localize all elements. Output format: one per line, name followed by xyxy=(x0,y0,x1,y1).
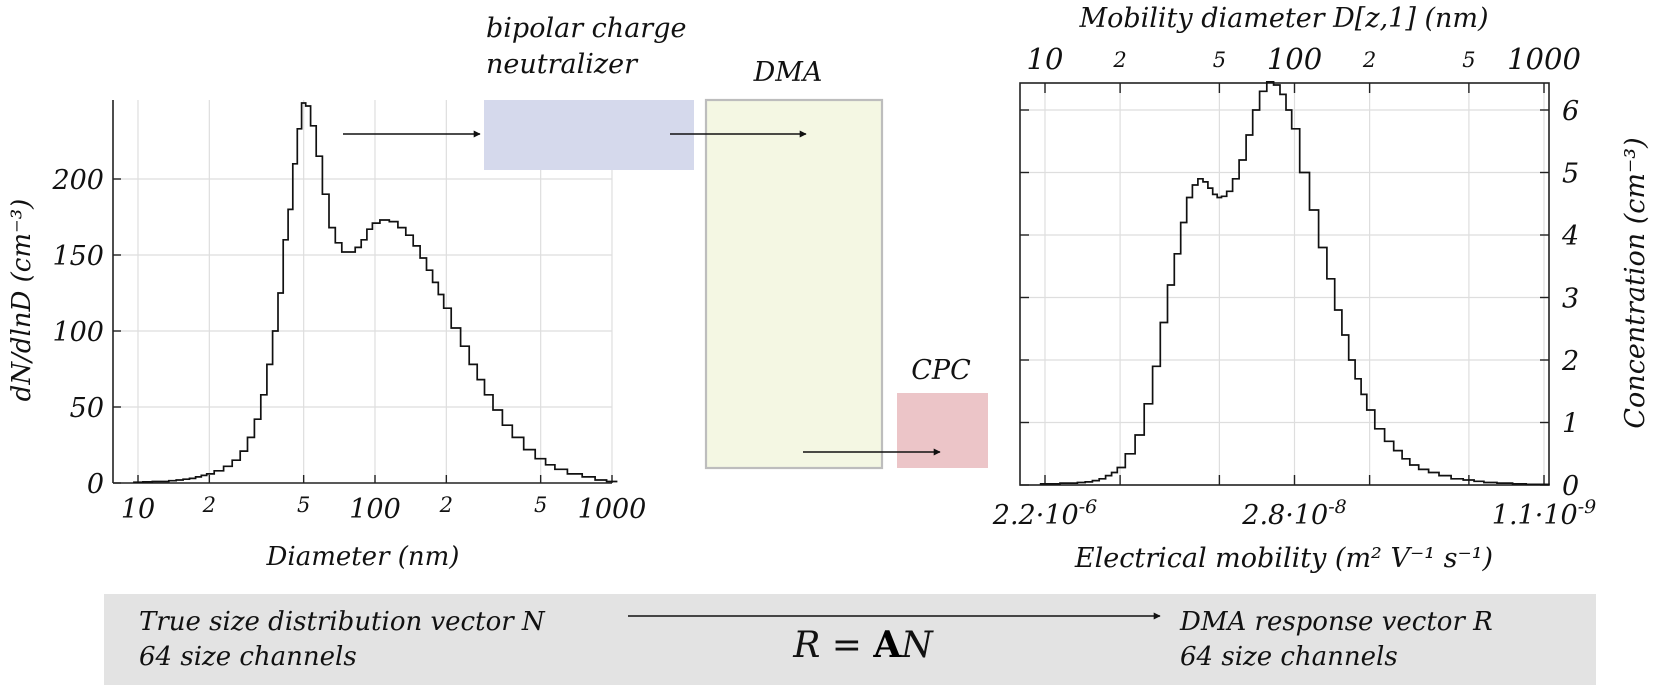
left-chart-y-tick-label: 50 xyxy=(70,393,104,424)
right-chart-y-tick-label: 3 xyxy=(1562,284,1579,315)
equation-lhs: R = xyxy=(792,625,873,666)
right-chart-top-tick-label: 2 xyxy=(1112,48,1126,72)
dma-response-chart: 10 2 5 100 2 5 1000 2.2·10-6 2.8·10-8 1.1·10-90 1 2… xyxy=(992,3,1651,574)
equation-box xyxy=(104,594,1596,685)
equation-panel: True size distribution vector N 64 size … xyxy=(104,594,1596,685)
left-chart-y-tick-label: 100 xyxy=(52,317,104,348)
dma-box xyxy=(704,98,884,470)
neutralizer-label-line2: neutralizer xyxy=(486,49,639,80)
right-chart-y-tick-label: 4 xyxy=(1561,221,1579,252)
equation-rhs: N xyxy=(900,625,934,666)
right-chart-top-tick-label: 100 xyxy=(1267,42,1322,76)
left-chart-x-tick-label: 2 xyxy=(439,493,453,517)
dma-response-label: DMA response vector R xyxy=(1179,607,1493,637)
left-chart-x-tick-label: 100 xyxy=(349,494,401,525)
right-chart-bottom-tick-label: 1.1·10-9 xyxy=(1492,496,1596,531)
right-chart-y-tick-label: 0 xyxy=(1562,471,1579,502)
dma-response-channels: 64 size channels xyxy=(1180,642,1398,672)
left-chart-x-tick-label: 2 xyxy=(202,493,216,517)
left-chart-x-tick-label: 10 xyxy=(121,494,155,525)
right-chart-y-label: Concentration (cm⁻³) xyxy=(1620,137,1651,428)
right-chart-y-tick-label: 6 xyxy=(1562,96,1579,127)
right-chart-y-tick-label: 1 xyxy=(1562,409,1579,440)
right-chart-y-tick-label: 2 xyxy=(1561,346,1579,377)
cpc-box xyxy=(897,393,988,468)
dma-label: DMA xyxy=(753,57,823,88)
right-chart-bottom-tick-label: 2.8·10-8 xyxy=(1241,496,1346,531)
left-chart-y-label: dN/dlnD (cm⁻³) xyxy=(7,199,37,402)
right-chart-ticks: 10 2 5 100 2 5 1000 2.2·10-6 2.8·10-8 1.1·10-90 1 2… xyxy=(992,42,1596,531)
right-chart-bottom-tick-label: 2.2·10-6 xyxy=(992,496,1097,531)
true-distribution-channels: 64 size channels xyxy=(139,642,357,672)
left-chart-ticks: 10 2 5 100 2 5 1000 0 50 100 150 200 xyxy=(51,165,646,525)
right-chart-top-tick-label: 2 xyxy=(1362,48,1376,72)
right-chart-grid xyxy=(1020,83,1549,485)
right-chart-top-tick-label: 1000 xyxy=(1507,42,1581,76)
left-chart-y-tick-label: 200 xyxy=(51,165,104,196)
equation: R = AN xyxy=(792,624,934,666)
left-chart-x-tick-label: 5 xyxy=(534,493,547,517)
right-chart-x-label: Electrical mobility (m² V⁻¹ s⁻¹) xyxy=(1074,543,1493,574)
true-distribution-label: True size distribution vector N xyxy=(139,607,546,637)
instrument-diagram: bipolar charge neutralizer DMA CPC xyxy=(343,13,988,470)
right-chart-top-tick-label: 10 xyxy=(1027,42,1064,76)
equation-matrix: A xyxy=(872,624,902,666)
right-chart-frame xyxy=(1019,82,1550,486)
left-chart-y-tick-label: 0 xyxy=(87,469,104,500)
dma-response-series xyxy=(1039,81,1550,486)
size-distribution-series xyxy=(133,102,618,484)
neutralizer-label-line1: bipolar charge xyxy=(486,13,686,44)
right-chart-top-tick-label: 5 xyxy=(1213,48,1226,72)
cpc-label: CPC xyxy=(911,355,971,386)
left-chart-x-tick-label: 1000 xyxy=(578,494,647,525)
right-chart-top-axis-label: Mobility diameter D[z,1] (nm) xyxy=(1078,3,1488,34)
right-chart-y-tick-label: 5 xyxy=(1562,159,1579,190)
neutralizer-box xyxy=(484,100,694,170)
left-chart-x-label: Diameter (nm) xyxy=(266,542,460,572)
right-chart-top-tick-label: 5 xyxy=(1462,48,1475,72)
left-chart-y-tick-label: 150 xyxy=(52,241,104,272)
left-chart-x-tick-label: 5 xyxy=(297,493,310,517)
